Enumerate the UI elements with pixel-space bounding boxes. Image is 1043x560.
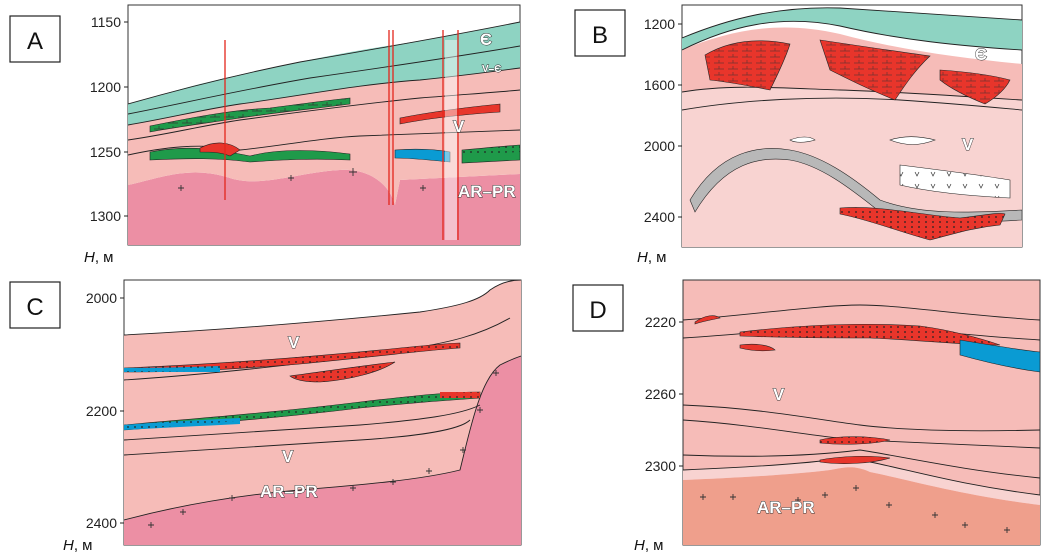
panel-d-tick-label: 2220 xyxy=(645,314,676,330)
panel-c-label-basement: AR–PR xyxy=(260,482,318,501)
panel-a-vendian xyxy=(128,68,520,205)
panel-c-letter: C xyxy=(26,294,43,321)
panel-c-axis-unit: H, м xyxy=(63,537,93,554)
panel-b-letter-box xyxy=(574,9,626,57)
panel-c: C xyxy=(9,279,522,554)
panel-a-letter: A xyxy=(27,28,43,55)
panel-a-label-vendian-cambrian: V–Є xyxy=(482,64,501,75)
panel-b-axis-unit: H, м xyxy=(637,249,667,266)
panel-b-label-vendian: V xyxy=(962,135,974,154)
panel-b-tick-label: 2400 xyxy=(644,209,675,225)
panel-a-label-vendian: V xyxy=(453,117,465,136)
panel-a-section xyxy=(128,21,520,245)
panel-c-letter-box xyxy=(9,281,61,329)
panel-a-tick-label: 1300 xyxy=(90,208,121,224)
panel-d-letter-box xyxy=(572,284,624,332)
panel-d-axis-unit: H, м xyxy=(634,537,664,554)
panel-d-depth-axis: 2220 2260 2300 H, м xyxy=(634,314,683,554)
panel-b-letter: B xyxy=(592,22,608,49)
panel-b-depth-axis: 1200 1600 2000 2400 H, м xyxy=(637,16,682,266)
panel-a-label-cambrian: Є xyxy=(480,30,492,49)
panel-a: A xyxy=(9,4,521,266)
panel-a-label-basement: AR–PR xyxy=(458,182,516,201)
panel-d-tick-label: 2300 xyxy=(645,458,676,474)
panel-a-axis-unit: H, м xyxy=(84,249,114,266)
panel-c-section xyxy=(124,280,521,545)
panel-d-section xyxy=(683,304,1040,545)
panel-b-section xyxy=(682,7,1022,247)
panel-a-basement xyxy=(128,169,520,245)
panel-d-label-basement: AR–PR xyxy=(757,498,815,517)
panel-b-tick-label: 2000 xyxy=(644,138,675,154)
panel-d-label-vendian: V xyxy=(773,385,785,404)
panel-c-depth-axis: 2000 2200 2400 H, м xyxy=(63,290,124,554)
panel-a-depth-axis: 1150 1200 1250 1300 H, м xyxy=(84,14,128,266)
panel-d-tick-label: 2260 xyxy=(645,386,676,402)
panel-b-tick-label: 1600 xyxy=(644,77,675,93)
panel-c-label-vendian-upper: V xyxy=(288,333,300,352)
panel-b: B xyxy=(574,4,1023,266)
panel-a-tick-label: 1200 xyxy=(90,79,121,95)
panel-c-label-vendian-lower: V xyxy=(282,447,294,466)
panel-c-tick-label: 2400 xyxy=(86,515,117,531)
panel-b-tick-label: 1200 xyxy=(644,16,675,32)
panel-c-tick-label: 2200 xyxy=(86,403,117,419)
panel-d-letter: D xyxy=(589,297,606,324)
panel-a-tick-label: 1250 xyxy=(90,144,121,160)
panel-d: D xyxy=(572,279,1041,554)
panel-c-tick-label: 2000 xyxy=(86,290,117,306)
panel-a-tick-label: 1150 xyxy=(91,14,121,30)
panel-a-cambrian xyxy=(128,22,520,125)
panel-a-letter-box xyxy=(9,15,61,63)
panel-b-label-cambrian: Є xyxy=(975,45,987,64)
